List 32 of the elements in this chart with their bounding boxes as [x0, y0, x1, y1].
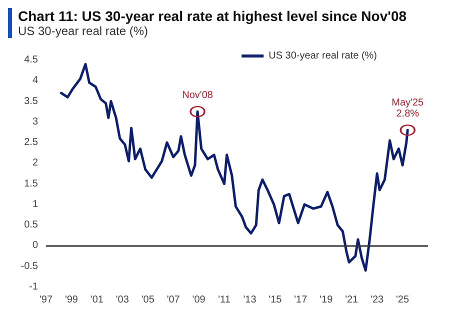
x-tick-label: '09	[192, 294, 206, 306]
x-tick-label: '03	[116, 294, 130, 306]
chart-subtitle: US 30-year real rate (%)	[18, 24, 150, 38]
x-tick-label: '11	[218, 294, 231, 306]
y-tick-label: 1.5	[24, 178, 38, 190]
y-tick-label: -0.5	[20, 260, 38, 272]
y-tick-label: 0	[32, 240, 38, 252]
legend-label: US 30-year real rate (%)	[268, 50, 378, 62]
x-tick-label: '99	[64, 294, 78, 306]
x-tick-label: '23	[370, 294, 384, 306]
x-tick-label: '05	[141, 294, 155, 306]
y-tick-label: 2.5	[24, 137, 38, 148]
y-tick-label: 4	[32, 75, 38, 86]
y-tick-label: 0.5	[24, 220, 38, 231]
x-tick-label: '13	[243, 294, 257, 306]
y-tick-label: -1	[29, 282, 38, 292]
x-tick-label: '01	[90, 294, 104, 306]
x-tick-label: '21	[345, 294, 359, 306]
y-tick-label: 4.5	[24, 54, 38, 66]
x-tick-label: '15	[268, 294, 282, 306]
x-tick-label: '07	[166, 294, 180, 306]
x-tick-label: '97	[39, 294, 53, 306]
x-tick-label: '17	[294, 294, 308, 306]
annotation: May'25 2.8%	[392, 98, 424, 120]
y-tick-label: 3.5	[24, 96, 38, 107]
annotation: Nov'08	[182, 90, 214, 101]
y-tick-label: 3	[32, 116, 38, 128]
chart-title: Chart 11: US 30-year real rate at highest level since Nov'08	[18, 8, 407, 24]
x-tick-label: '19	[320, 294, 334, 306]
y-tick-label: 2	[32, 158, 38, 169]
y-tick-label: 1	[32, 198, 38, 210]
x-tick-label: '25	[396, 294, 410, 306]
